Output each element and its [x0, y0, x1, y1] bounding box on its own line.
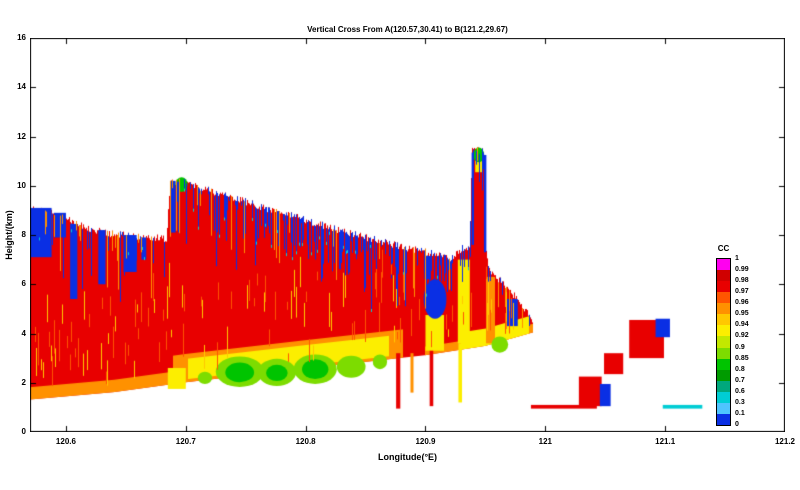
- colorbar-segment: [717, 270, 730, 282]
- colorbar-tick-label: 0.94: [735, 321, 749, 329]
- x-tick-label: 120.7: [175, 437, 196, 446]
- colorbar-segment: [717, 281, 730, 293]
- cross-section-plot: [30, 38, 785, 432]
- colorbar-tick-label: 0.95: [735, 310, 749, 318]
- colorbar-segment: [717, 292, 730, 304]
- y-tick-label: 0: [21, 427, 26, 436]
- colorbar-tick-label: 0.85: [735, 354, 749, 362]
- colorbar: CC 1 0.99 0.98 0.97 0.96 0.95 0.94 0.92 0.9 0.85 0…: [716, 244, 778, 438]
- y-tick-label: 4: [21, 328, 26, 338]
- y-tick-label: 16: [17, 33, 26, 42]
- colorbar-gradient: [716, 258, 731, 426]
- colorbar-segment: [717, 358, 730, 370]
- colorbar-tick-label: 0.97: [735, 288, 749, 296]
- colorbar-tick-label: 0.99: [735, 266, 749, 274]
- colorbar-tick-label: 0.6: [735, 387, 745, 395]
- x-tick-label: 120.6: [55, 437, 76, 446]
- chart-title: Vertical Cross From A(120.57,30.41) to B…: [307, 25, 508, 34]
- colorbar-segment: [717, 380, 730, 392]
- y-tick-label: 8: [21, 230, 26, 239]
- colorbar-segment: [717, 259, 730, 271]
- colorbar-segment: [717, 369, 730, 381]
- colorbar-segment: [717, 336, 730, 348]
- y-tick-label: 10: [17, 180, 26, 190]
- y-tick-label: 2: [21, 377, 26, 387]
- colorbar-segment: [717, 314, 730, 326]
- colorbar-tick-label: 0: [735, 421, 739, 428]
- colorbar-tick-label: 0.9: [735, 343, 745, 351]
- colorbar-tick-label: 0.92: [735, 332, 749, 340]
- colorbar-tick-label: 0.98: [735, 277, 749, 285]
- colorbar-segment: [717, 347, 730, 359]
- colorbar-tick-label: 0.8: [735, 365, 745, 373]
- x-tick-label: 121.2: [774, 437, 796, 446]
- x-axis-label: Longitude(°E): [377, 452, 438, 462]
- y-axis-label: Height/(km): [4, 210, 14, 260]
- colorbar-segment: [717, 303, 730, 315]
- x-tick-label: 120.8: [295, 437, 316, 446]
- colorbar-segment: [717, 402, 730, 414]
- colorbar-labels: 1 0.99 0.98 0.97 0.96 0.95 0.94 0.92 0.9 0.85 0.8 0…: [735, 255, 775, 429]
- colorbar-segment: [717, 391, 730, 403]
- colorbar-title: CC: [717, 244, 730, 253]
- colorbar-segment: [717, 325, 730, 337]
- y-tick-label: 14: [17, 82, 26, 92]
- colorbar-tick-label: 0.7: [735, 376, 745, 384]
- x-tick-label: 120.9: [415, 437, 436, 446]
- x-tick-label: 121: [538, 437, 552, 446]
- colorbar-tick-label: 0.3: [735, 398, 745, 406]
- colorbar-segment: [717, 413, 730, 425]
- y-tick-label: 6: [21, 279, 26, 289]
- colorbar-tick-label: 0.1: [735, 409, 745, 417]
- colorbar-tick-label: 0.96: [735, 299, 749, 307]
- colorbar-tick-label: 1: [735, 255, 739, 262]
- x-tick-label: 121.1: [655, 437, 676, 446]
- y-tick-label: 12: [17, 131, 26, 141]
